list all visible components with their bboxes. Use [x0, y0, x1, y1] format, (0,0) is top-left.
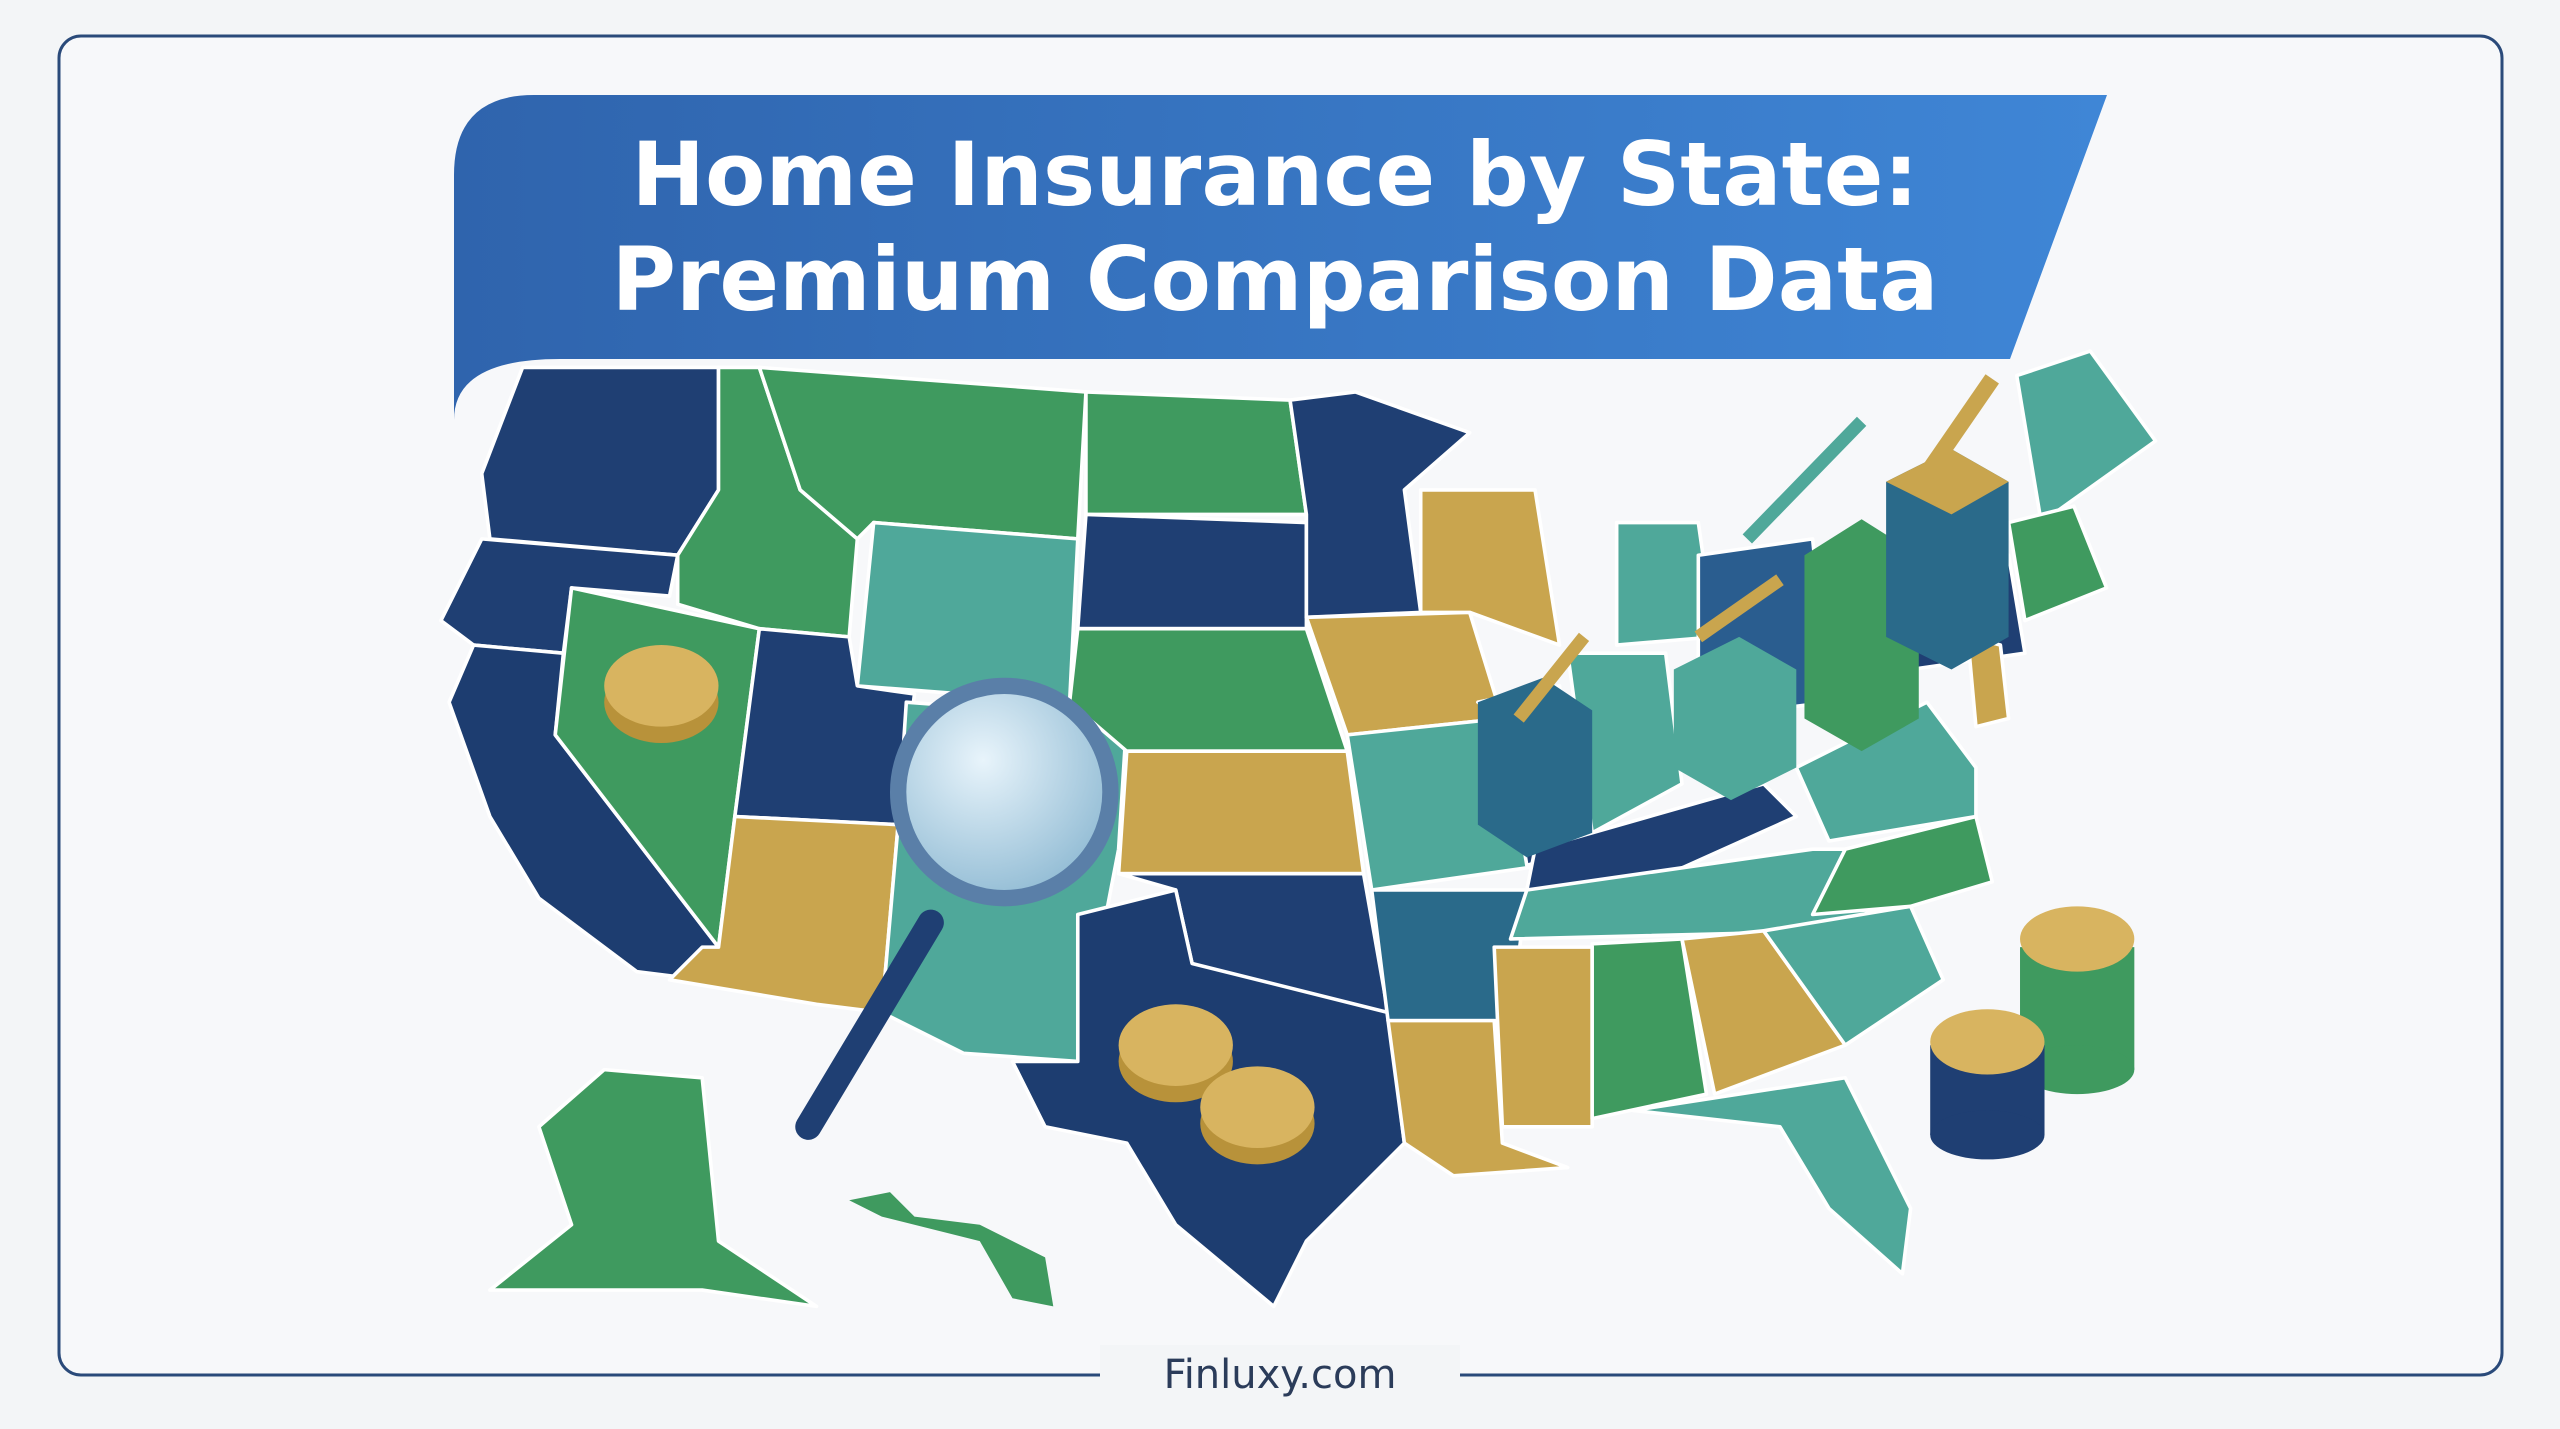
footer-text: Finluxy.com: [1164, 1352, 1397, 1398]
state: [1386, 1018, 1570, 1178]
us-map: [439, 349, 2158, 1309]
banner: Home Insurance by State: Premium Compari…: [454, 95, 2107, 420]
title-line: Home Insurance by State:: [631, 123, 1918, 226]
state: [479, 365, 721, 558]
footer-mask: [1100, 1345, 1460, 1405]
state: [488, 1067, 819, 1309]
bar-decoration: [1477, 374, 2009, 858]
state: [1590, 937, 1709, 1121]
state: [1631, 1075, 1913, 1276]
state: [2006, 504, 2109, 623]
title-line: Premium Comparison Data: [611, 228, 1938, 331]
state: [1067, 626, 1350, 753]
banner-shape: [454, 95, 2107, 420]
state: [1761, 904, 1946, 1047]
footer: Finluxy.com: [1100, 1345, 1460, 1405]
state: [2014, 349, 2158, 525]
state: [1418, 488, 1562, 647]
state: [1084, 390, 1309, 517]
state: [1075, 512, 1309, 631]
coins: [604, 645, 2135, 1165]
magnifier: [795, 677, 1119, 1140]
state: [1288, 390, 1472, 620]
state: [1116, 749, 1366, 876]
state: [1492, 945, 1594, 1129]
state: [855, 520, 1080, 704]
state: [849, 1192, 1054, 1307]
